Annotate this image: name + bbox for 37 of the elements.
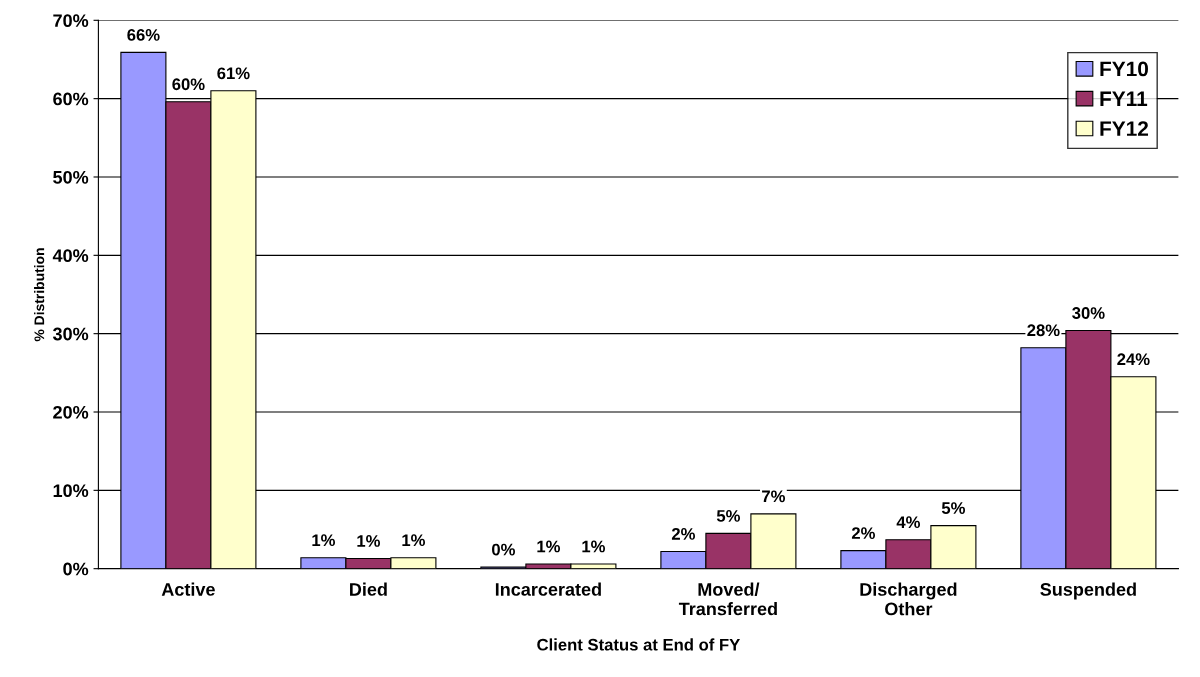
data-label: 24% [1117, 353, 1150, 366]
y-tick-label: 50% [53, 170, 89, 184]
y-axis-title: % Distribution [34, 248, 45, 342]
data-label: 1% [312, 534, 336, 547]
data-label: 0% [492, 543, 516, 556]
data-label: 60% [172, 78, 205, 91]
data-label: 5% [941, 502, 966, 514]
y-tick-label: 30% [52, 327, 89, 341]
data-label: 7% [762, 490, 786, 503]
x-axis-title: Client Status at End of FY [537, 638, 740, 651]
x-tick-label: Discharged Other [860, 582, 957, 616]
data-label: 61% [217, 67, 250, 80]
data-label: 28% [1027, 324, 1060, 337]
data-label: 2% [671, 528, 696, 540]
x-tick-label: Suspended [1040, 582, 1136, 600]
data-label: 5% [716, 510, 741, 522]
y-tick-label: 0% [63, 562, 89, 576]
legend-label: FY10 [1100, 61, 1148, 77]
x-tick-label: Moved/ Transferred [678, 582, 777, 616]
data-label: 1% [402, 534, 426, 547]
x-tick-label: Incarcerated [495, 582, 601, 596]
data-label: 2% [851, 527, 876, 539]
y-tick-label: 70% [53, 14, 89, 28]
data-label: 66% [127, 29, 160, 41]
data-label: 4% [896, 516, 921, 529]
data-label: 1% [357, 535, 381, 547]
y-tick-label: 20% [53, 405, 89, 419]
legend-label: FY12 [1100, 121, 1149, 136]
x-tick-label: Active [161, 582, 215, 596]
x-tick-label: Died [350, 582, 387, 596]
y-tick-label: 60% [53, 92, 89, 106]
data-label: 30% [1072, 307, 1105, 319]
data-label: 1% [582, 540, 606, 553]
legend-label: FY11 [1100, 91, 1148, 106]
y-tick-label: 40% [52, 249, 89, 263]
y-tick-label: 10% [53, 484, 89, 498]
data-label: 1% [537, 540, 561, 553]
